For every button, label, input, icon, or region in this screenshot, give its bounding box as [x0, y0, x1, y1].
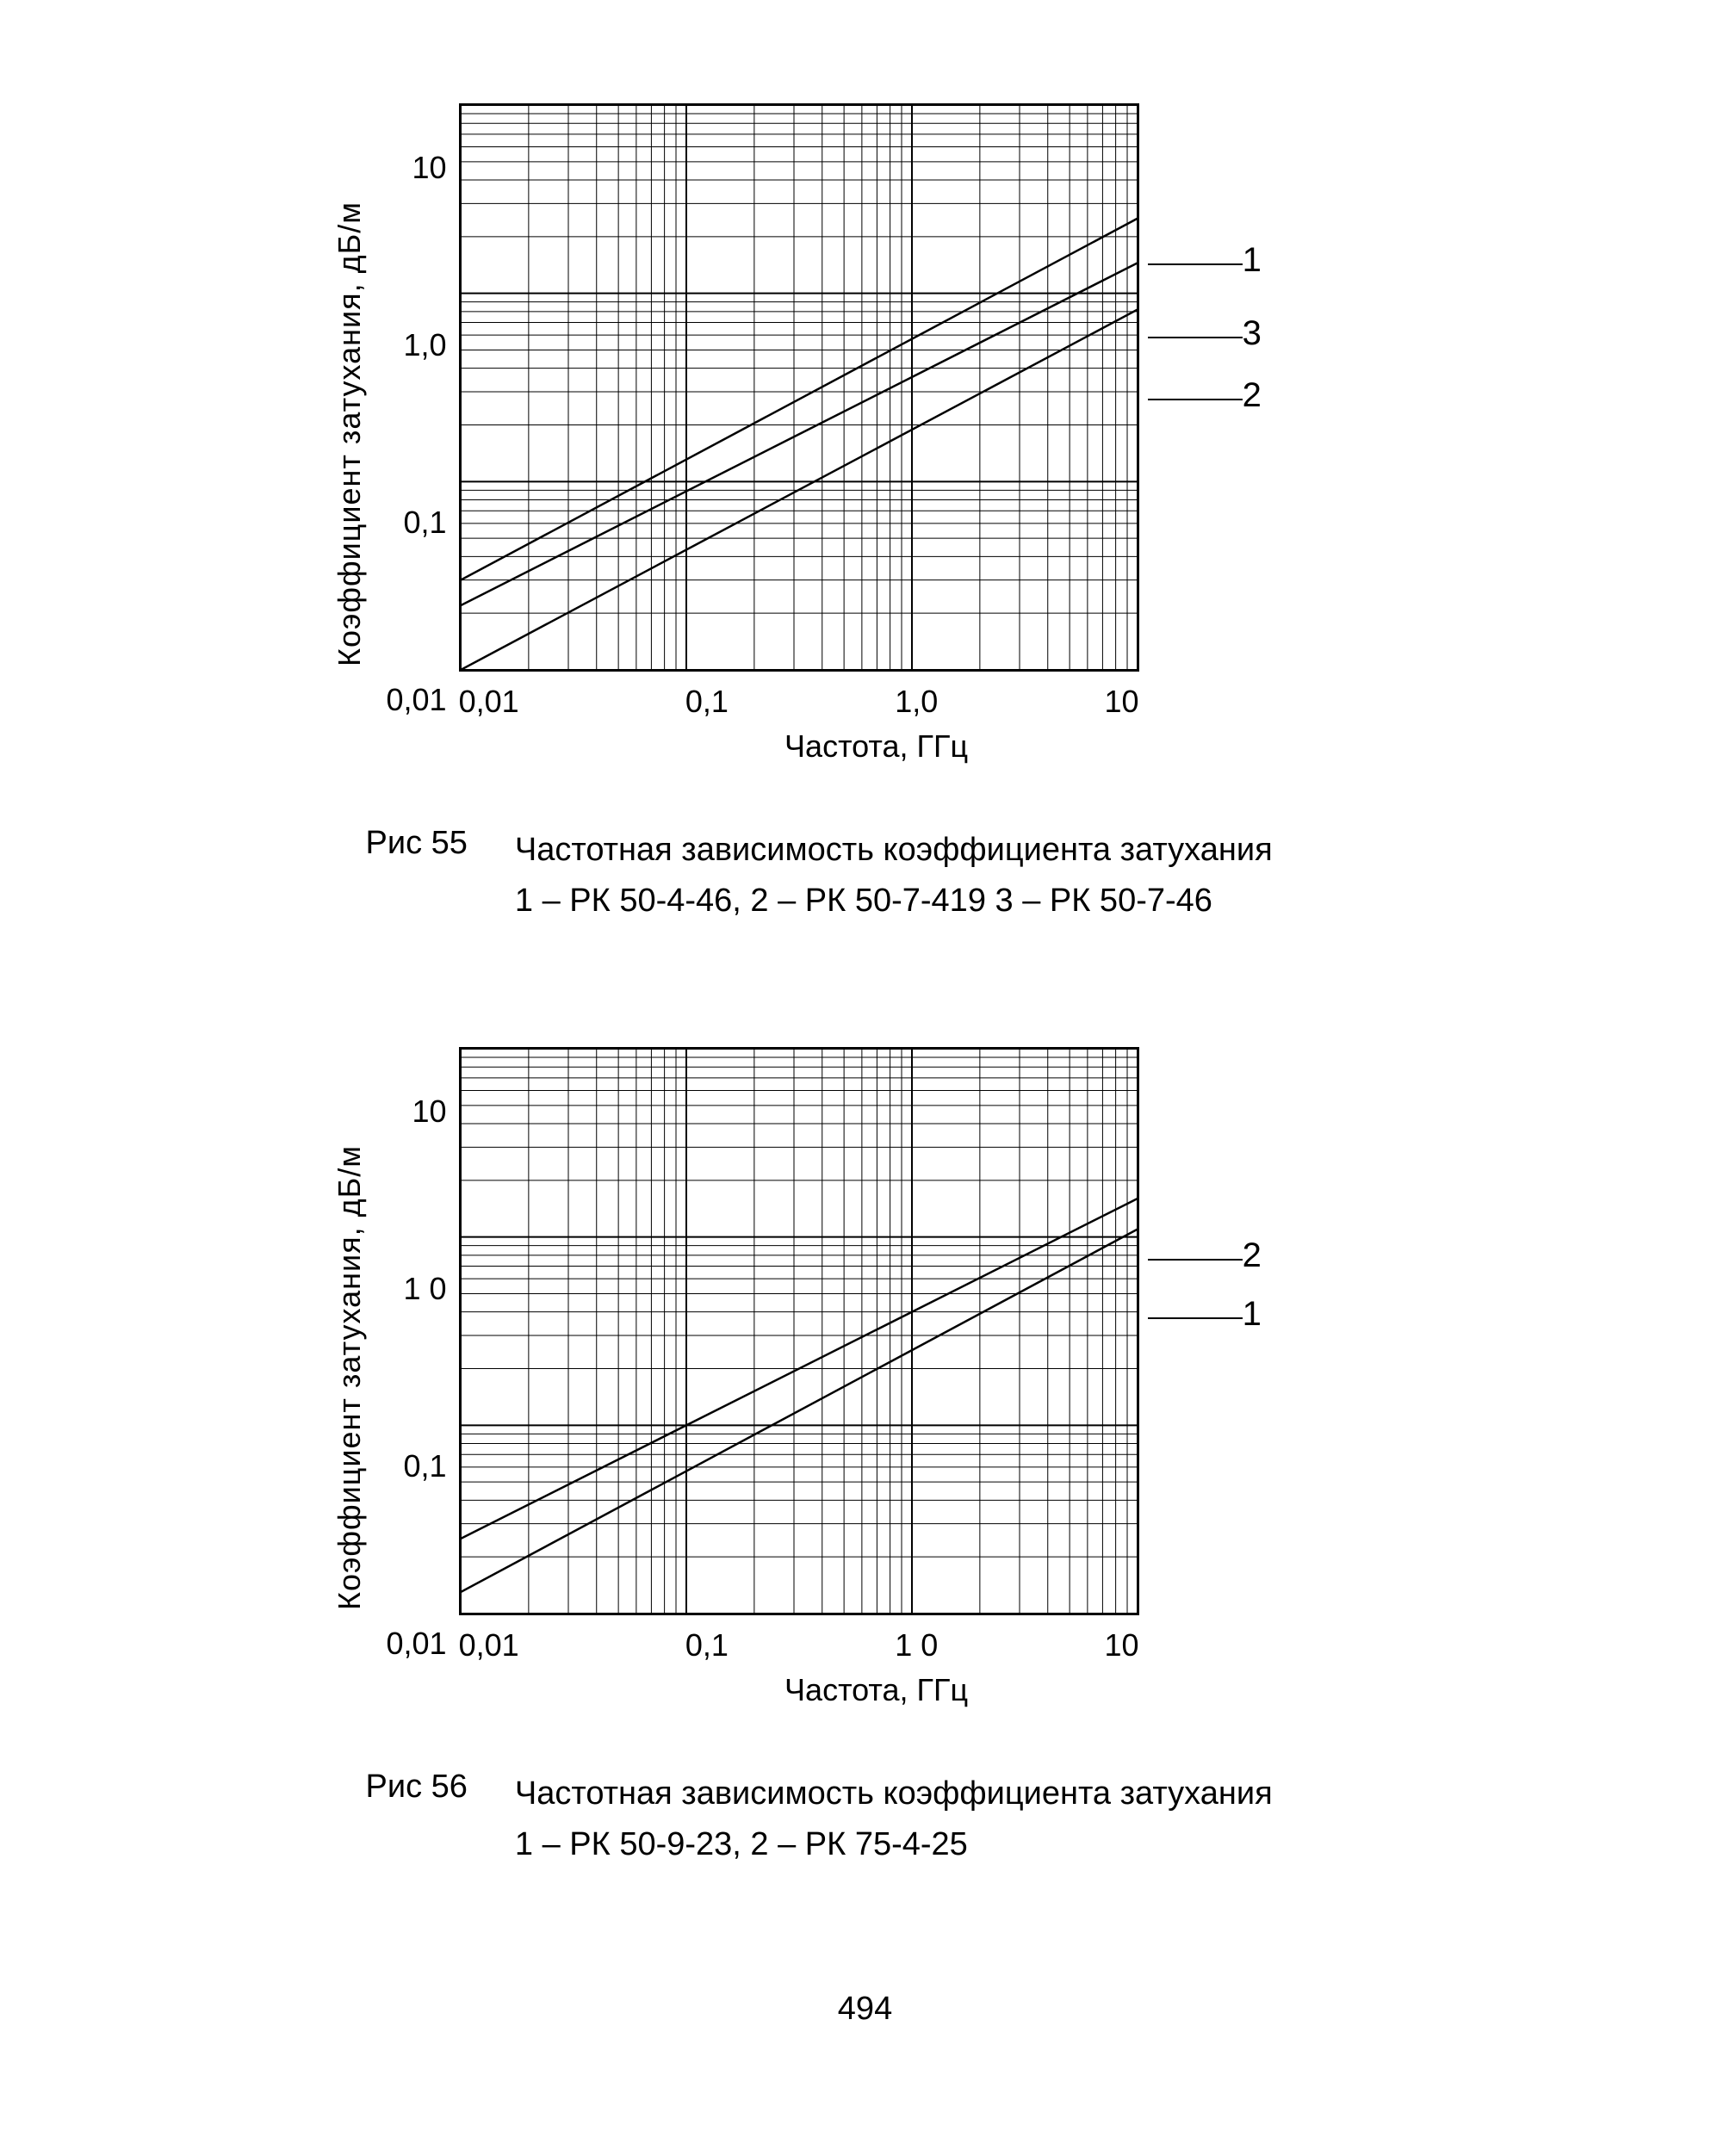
x-axis-ticks: 0,01 0,1 1 0 10 — [459, 1627, 1139, 1663]
series-label-3: 3 — [1243, 314, 1262, 353]
leader-line — [1148, 337, 1243, 338]
x-axis-ticks: 0,01 0,1 1,0 10 — [459, 684, 1139, 720]
y-tick: 1 0 — [404, 1271, 447, 1307]
y-axis-ticks: 10 1 0 0,1 0,01 — [387, 1093, 447, 1662]
figure-caption: Рис 55 Частотная зависимость коэффициент… — [366, 825, 1640, 926]
page: Коэффициент затухания, дБ/м 10 1,0 0,1 0… — [90, 103, 1640, 2028]
y-axis-label: Коэффициент затухания, дБ/м — [332, 201, 368, 666]
x-tick: 0,1 — [685, 1627, 729, 1663]
leader-line — [1148, 1317, 1243, 1319]
chart-plot-area — [459, 1047, 1139, 1615]
x-tick: 0,01 — [459, 1627, 519, 1663]
x-tick: 1 0 — [895, 1627, 938, 1663]
y-tick: 0,1 — [404, 1448, 447, 1484]
series-label-2: 2 — [1243, 376, 1262, 415]
leader-line — [1148, 1259, 1243, 1261]
x-tick: 10 — [1105, 1627, 1139, 1663]
figure-legend: 1 – РК 50-9-23, 2 – РК 75-4-25 — [515, 1819, 1273, 1870]
series-label-1: 1 — [1243, 241, 1262, 280]
series-label-2: 2 — [1243, 1236, 1262, 1275]
chart-plot-area — [459, 103, 1139, 672]
y-tick: 0,1 — [404, 505, 447, 541]
x-axis-label: Частота, ГГц — [459, 728, 1139, 765]
figure-legend: 1 – РК 50-4-46, 2 – РК 50-7-419 3 – РК 5… — [515, 876, 1273, 926]
x-axis-label: Частота, ГГц — [459, 1672, 1139, 1708]
x-tick: 0,1 — [685, 684, 729, 720]
figure-caption: Рис 56 Частотная зависимость коэффициент… — [366, 1769, 1640, 1870]
x-tick: 1,0 — [895, 684, 938, 720]
series-label-1: 1 — [1243, 1295, 1262, 1334]
figure-number: Рис 55 — [366, 825, 468, 926]
leader-line — [1148, 399, 1243, 400]
y-tick: 1,0 — [404, 327, 447, 363]
y-axis-label: Коэффициент затухания, дБ/м — [332, 1145, 368, 1610]
y-tick: 10 — [412, 1093, 447, 1130]
leader-line — [1148, 263, 1243, 265]
x-tick: 10 — [1105, 684, 1139, 720]
figure-56: Коэффициент затухания, дБ/м 10 1 0 0,1 0… — [90, 1047, 1640, 1870]
figure-title: Частотная зависимость коэффициента затух… — [515, 1769, 1273, 1819]
y-tick: 0,01 — [387, 682, 447, 718]
y-tick: 10 — [412, 150, 447, 186]
figure-title: Частотная зависимость коэффициента затух… — [515, 825, 1273, 876]
page-number: 494 — [90, 1991, 1640, 2028]
x-tick: 0,01 — [459, 684, 519, 720]
figure-number: Рис 56 — [366, 1769, 468, 1870]
y-axis-ticks: 10 1,0 0,1 0,01 — [387, 150, 447, 718]
figure-55: Коэффициент затухания, дБ/м 10 1,0 0,1 0… — [90, 103, 1640, 926]
y-tick: 0,01 — [387, 1626, 447, 1662]
